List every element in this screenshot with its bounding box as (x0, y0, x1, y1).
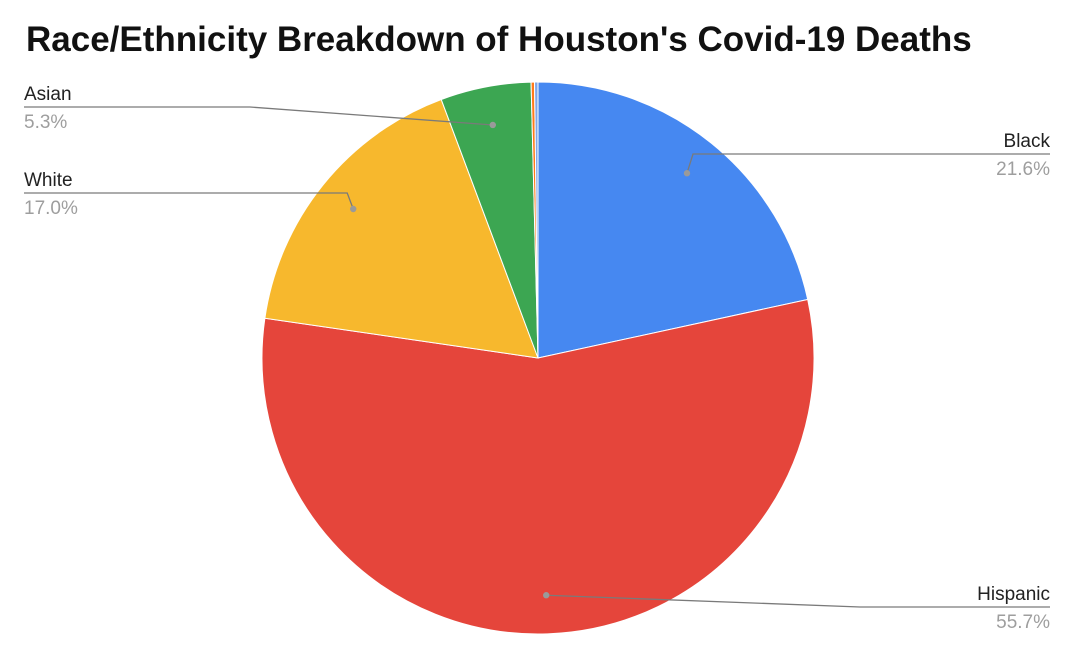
leader-line-black (686, 153, 1050, 174)
slice-label-asian: Asian (24, 84, 72, 105)
slice-percent-asian: 5.3% (24, 112, 67, 133)
leader-dot-asian (489, 121, 496, 129)
leader-dot-hispanic (543, 592, 550, 599)
pie-slice-white (264, 98, 539, 359)
slice-label-white: White (24, 170, 73, 191)
slice-percent-hispanic: 55.7% (996, 612, 1050, 633)
pie-slice-hispanic (261, 298, 815, 635)
leader-line-white (24, 192, 354, 210)
slice-label-black: Black (1004, 131, 1051, 152)
pie-slice-minor-5 (534, 81, 539, 359)
pie-slices (261, 81, 815, 635)
leader-line-hispanic (546, 594, 1050, 608)
chart-title: Race/Ethnicity Breakdown of Houston's Co… (26, 20, 972, 59)
slice-percent-white: 17.0% (24, 198, 78, 219)
slice-label-hispanic: Hispanic (977, 584, 1050, 605)
pie-slice-black (537, 81, 809, 359)
leader-line-asian (24, 106, 493, 126)
leader-lines (24, 106, 1050, 608)
slice-labels: Black 21.6% Hispanic 55.7% White 17.0% Asian 5.… (24, 84, 1050, 633)
leader-dot-black (683, 170, 691, 177)
leader-dot-white (350, 205, 357, 213)
slice-percent-black: 21.6% (996, 159, 1050, 180)
